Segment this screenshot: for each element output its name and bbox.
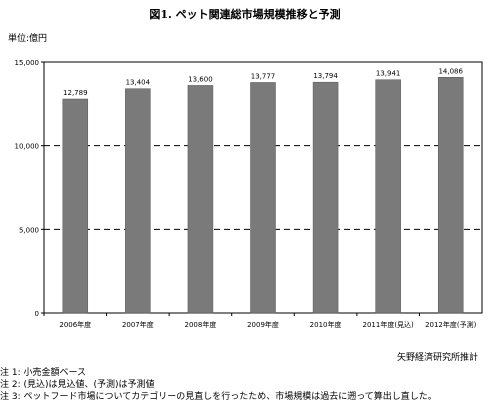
unit-label: 単位:億円: [8, 34, 48, 44]
chart-title: 図1. ペット関連総市場規模推移と予測: [149, 8, 341, 21]
x-tick-label: 2011年度(見込): [363, 320, 415, 329]
x-tick-label: 2012年度(予測): [425, 320, 477, 329]
y-tick-label: 0: [35, 310, 39, 318]
bar: [312, 81, 339, 314]
bar: [125, 88, 151, 314]
note-3: 注 3: ペットフード市場についてカテゴリーの見直しを行ったため、市場規模は過去…: [0, 392, 437, 402]
bar: [375, 79, 401, 314]
x-tick-label: 2007年度: [122, 320, 154, 329]
bar: [187, 85, 214, 314]
bar-value-label: 13,794: [313, 72, 338, 80]
bar-value-label: 14,086: [438, 67, 463, 75]
x-tick-label: 2010年度: [310, 320, 342, 329]
y-tick-label: 10,000: [15, 143, 40, 151]
x-tick-label: 2009年度: [247, 320, 279, 329]
bar-value-label: 12,789: [63, 89, 88, 97]
note-1: 注 1: 小売金額ベース: [0, 368, 87, 378]
y-tick-label: 15,000: [15, 59, 40, 67]
bar: [250, 82, 276, 314]
x-tick-label: 2006年度: [59, 320, 91, 329]
bar-value-label: 13,600: [188, 75, 213, 83]
note-2: 注 2: (見込)は見込値、(予測)は予測値: [0, 380, 155, 390]
y-tick-label: 5,000: [19, 226, 39, 234]
x-tick-label: 2008年度: [185, 320, 217, 329]
bar-value-label: 13,777: [251, 72, 276, 80]
bar-value-label: 13,404: [126, 79, 151, 87]
bar: [62, 98, 89, 314]
bar-value-label: 13,941: [376, 70, 401, 78]
bar: [437, 77, 464, 314]
source-credit: 矢野経済研究所推計: [396, 353, 478, 363]
